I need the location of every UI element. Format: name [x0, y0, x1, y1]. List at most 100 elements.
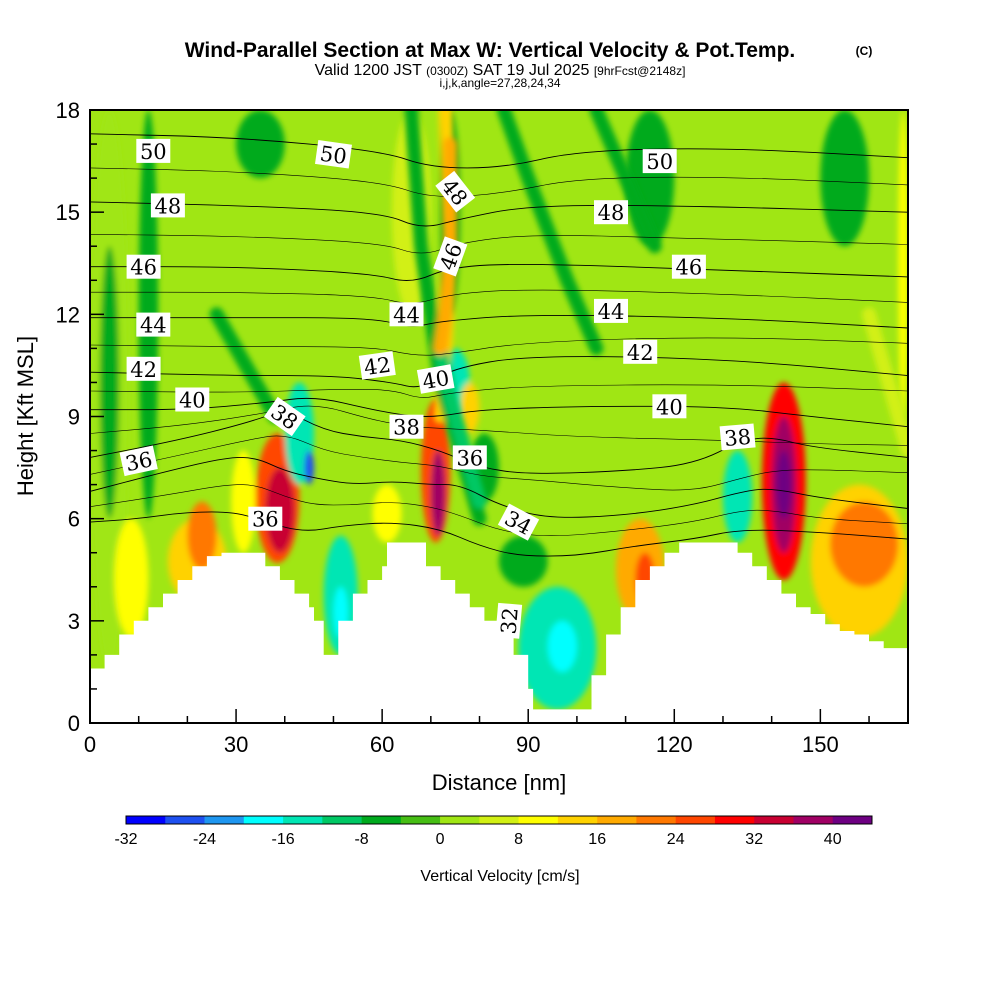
theta-contour-label: 42 [358, 351, 396, 380]
theta-contour-label: 36 [119, 445, 158, 476]
velocity-cell [304, 450, 314, 485]
subtitle-date: SAT 19 Jul 2025 [473, 62, 590, 79]
theta-contour [90, 511, 908, 557]
y-axis-label: Height [Kft MSL] [13, 336, 38, 496]
velocity-cell [236, 110, 285, 179]
theta-contour-minor [90, 234, 908, 254]
velocity-plume [209, 307, 282, 424]
y-tick-label: 3 [68, 609, 80, 634]
theta-contours [90, 133, 908, 557]
theta-contour-label-text: 50 [646, 150, 673, 174]
colorbar-swatch [518, 816, 559, 824]
theta-contour-label-text: 42 [363, 353, 393, 380]
theta-contour-label-text: 42 [130, 358, 157, 382]
x-tick-label: 150 [802, 732, 839, 757]
theta-contour-label: 44 [136, 312, 171, 338]
theta-contour-minor [90, 405, 908, 446]
subtitle-valid: Valid 1200 JST [315, 62, 423, 79]
theta-contour-label-text: 46 [676, 256, 703, 280]
theta-contour-label: 36 [248, 506, 283, 532]
theta-contour-label: 50 [136, 138, 171, 164]
colorbar-swatch [597, 816, 637, 824]
theta-contour-label: 48 [150, 193, 185, 218]
y-axis-ticks: 0 3 6 9 12 15 18 [56, 98, 104, 736]
colorbar-tick-label: 0 [436, 831, 445, 848]
theta-contour-label: 42 [623, 339, 658, 365]
theta-contour-label: 42 [126, 356, 161, 382]
theta-contour-label-text: 44 [598, 300, 625, 324]
x-axis-ticks: 0 30 60 90 120 150 [84, 709, 870, 757]
theta-contour-label: 40 [175, 387, 210, 413]
colorbar-swatch [322, 816, 362, 824]
theta-contour-label: 40 [416, 364, 455, 394]
velocity-cell [722, 450, 753, 543]
theta-contour-label: 32 [495, 602, 523, 639]
x-tick-label: 30 [224, 732, 248, 757]
x-tick-label: 120 [656, 732, 693, 757]
colorbar-tick-label: 16 [588, 831, 606, 848]
x-tick-label: 60 [370, 732, 394, 757]
theta-contour-label: 48 [594, 200, 628, 225]
velocity-cell [830, 501, 899, 587]
theta-contour-label-text: 36 [456, 446, 483, 470]
y-tick-label: 0 [68, 711, 80, 736]
colorbar [125, 815, 873, 825]
velocity-plume [862, 307, 908, 458]
colorbar-tick-label: -32 [114, 831, 137, 848]
velocity-cell [372, 484, 402, 543]
theta-contour-label-text: 44 [140, 314, 167, 338]
colorbar-swatch [557, 816, 598, 824]
colorbar-label: Vertical Velocity [cm/s] [420, 868, 579, 885]
theta-contour-label-text: 50 [318, 142, 348, 169]
theta-contour-label-text: 38 [393, 416, 420, 440]
colorbar-swatch [714, 816, 755, 824]
colorbar-swatch [479, 816, 519, 824]
colorbar-tick-label: -24 [193, 831, 216, 848]
theta-contour-label-text: 38 [723, 425, 752, 451]
velocity-cell [460, 382, 480, 434]
theta-contour-label-text: 40 [656, 395, 683, 419]
terrain-mask [90, 542, 908, 723]
theta-contour [90, 397, 908, 428]
theta-contour-label: 40 [652, 394, 687, 419]
theta-contour-label: 38 [389, 414, 424, 440]
velocity-cell [820, 110, 870, 247]
colorbar-swatch [675, 816, 716, 824]
theta-contour-minor [90, 289, 908, 304]
theta-contour-minor [90, 384, 908, 398]
colorbar-tick-label: -16 [272, 831, 295, 848]
theta-contour-label-text: 36 [252, 508, 279, 532]
theta-contour-label: 36 [452, 445, 487, 470]
theta-contour-label-text: 48 [598, 201, 625, 225]
colorbar-ticks: -32 -24 -16 -8 0 8 16 24 32 40 [114, 831, 841, 848]
colorbar-swatch [440, 816, 480, 824]
colorbar-swatch [754, 816, 794, 824]
velocity-cell [898, 110, 908, 417]
chart-subtitle: Valid 1200 JST (0300Z) SAT 19 Jul 2025 [… [315, 62, 686, 79]
theta-contour-label-text: 42 [627, 341, 654, 365]
chart-title-main: Wind-Parallel Section at Max W: Vertical… [185, 39, 796, 62]
theta-contour [90, 263, 908, 281]
velocity-cell [430, 450, 446, 536]
velocity-cell [498, 535, 548, 587]
colorbar-swatch [165, 816, 205, 824]
theta-contour-label: 46 [671, 254, 706, 280]
velocity-plume [496, 110, 604, 356]
y-tick-label: 15 [56, 200, 80, 225]
subtitle-forecast: [9hrFcst@2148z] [594, 64, 686, 78]
colorbar-swatch [243, 816, 284, 824]
colorbar-tick-label: 32 [745, 831, 763, 848]
colorbar-swatch [361, 816, 402, 824]
y-tick-label: 6 [68, 507, 80, 532]
theta-contour-label-text: 44 [393, 303, 420, 327]
colorbar-tick-label: 40 [824, 831, 842, 848]
colorbar-tick-label: 24 [667, 831, 685, 848]
y-tick-label: 9 [68, 405, 80, 430]
colorbar-swatch [400, 816, 441, 824]
velocity-cell [776, 450, 792, 519]
colorbar-swatch [832, 816, 873, 824]
chart-title: Wind-Parallel Section at Max W: Vertical… [185, 39, 873, 90]
theta-contour-label-text: 40 [179, 389, 206, 413]
